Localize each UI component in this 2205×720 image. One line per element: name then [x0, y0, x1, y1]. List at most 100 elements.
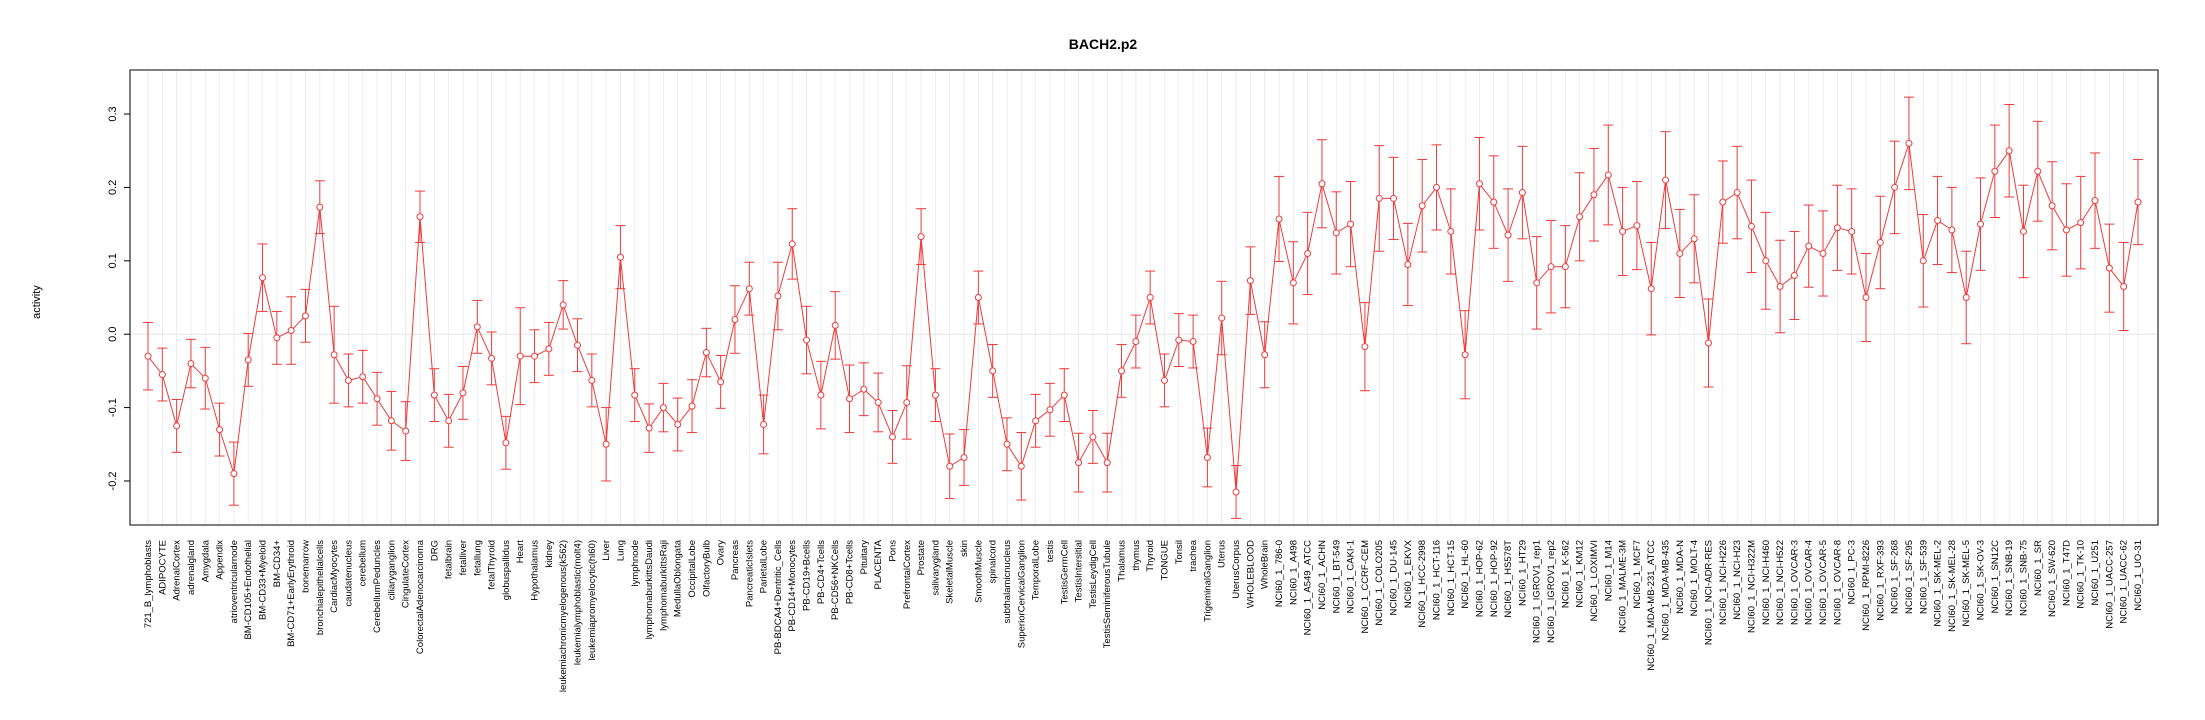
x-tick-label: SuperiorCervicalGanglion — [1016, 540, 1027, 648]
x-tick-label: thymus — [1131, 540, 1142, 571]
x-tick-label: CardiacMyocytes — [329, 540, 340, 613]
x-tick-label: leukemialymphoblastic(molt4) — [572, 540, 583, 665]
y-tick-label: 0.0 — [107, 327, 119, 342]
x-tick-label: NCI60_1_SF-295 — [1904, 540, 1915, 614]
data-point — [1619, 227, 1627, 235]
data-point — [2048, 202, 2056, 210]
x-tick-label: MedullaOblongata — [673, 539, 684, 617]
data-point — [731, 316, 739, 324]
data-point — [788, 240, 796, 248]
data-point — [989, 367, 997, 375]
data-point — [1304, 249, 1312, 257]
x-tick-label: NCI60_1_NCI-H322M — [1746, 540, 1757, 633]
x-tick-label: NCI60_1_SF-268 — [1890, 540, 1901, 614]
data-point — [1432, 183, 1440, 191]
x-tick-label: DRG — [429, 540, 440, 561]
x-tick-label: WholeBrain — [1260, 540, 1271, 589]
data-point — [1046, 406, 1054, 414]
x-tick-label: NCI60_1_PC-3 — [1847, 540, 1858, 604]
data-point — [931, 391, 939, 399]
data-point — [946, 462, 954, 470]
data-point — [1060, 391, 1068, 399]
x-tick-label: bonemarrow — [300, 540, 311, 593]
data-point — [974, 294, 982, 301]
x-tick-label: NCI60_1_HT29 — [1517, 540, 1528, 606]
x-tick-label: 721_B_lymphoblasts — [143, 540, 154, 628]
data-point — [1103, 459, 1111, 467]
data-point — [359, 373, 367, 381]
data-point — [1418, 202, 1426, 210]
data-point — [645, 424, 653, 432]
data-point — [1160, 376, 1168, 384]
data-point — [344, 376, 352, 384]
x-tick-label: Heart — [515, 540, 526, 564]
x-tick-label: PB-CD56+NKCells — [830, 540, 841, 620]
y-tick-label: 0.1 — [107, 253, 119, 268]
x-tick-label: fetalliver — [458, 540, 469, 575]
x-tick-label: NCI60_1_786-0 — [1274, 540, 1285, 607]
plot-frame — [129, 69, 2159, 526]
x-tick-label: bronchialepithelialcells — [315, 540, 326, 635]
x-tick-label: Ovary — [716, 540, 727, 566]
x-tick-label: CingulateCortex — [401, 540, 412, 608]
y-tick-label: -0.1 — [107, 398, 119, 417]
x-tick-label: PB-CD8+Tcells — [845, 540, 856, 604]
data-point — [602, 440, 610, 448]
x-tick-label: OlfactoryBulb — [701, 540, 712, 597]
x-tick-label: PB-CD4+Tcells — [816, 540, 827, 604]
data-point — [874, 398, 882, 406]
data-point — [473, 323, 481, 331]
data-point — [1891, 183, 1899, 191]
x-tick-label: NCI60_1_HCT-15 — [1446, 540, 1457, 616]
x-tick-label: TrigeminalGanglion — [1202, 540, 1213, 622]
x-tick-label: NCI60_1_RPMI-8226 — [1861, 540, 1872, 631]
data-point — [1203, 453, 1211, 461]
data-point — [1533, 279, 1541, 287]
data-point — [1876, 238, 1884, 246]
data-point — [1032, 417, 1040, 425]
x-tick-label: NCI60_1_NCI-H522 — [1775, 540, 1786, 625]
data-point — [1146, 294, 1154, 301]
data-point — [860, 385, 868, 393]
x-tick-label: salivarygland — [930, 540, 941, 595]
data-point — [2019, 227, 2027, 235]
data-point — [1977, 220, 1985, 228]
data-point — [1332, 229, 1340, 237]
x-tick-label: NCI60_1_SN12C — [1990, 540, 2001, 614]
x-tick-label: NCI60_1_MDA-MB-231_ATCC — [1646, 540, 1657, 671]
data-point — [588, 376, 596, 384]
x-tick-label: NCI60_1_HL-60 — [1460, 540, 1471, 609]
data-point — [1705, 339, 1713, 347]
x-tick-label: Amygdala — [200, 539, 211, 582]
data-point — [1132, 338, 1140, 346]
data-point — [1762, 257, 1770, 265]
x-tick-label: ciliaryganglion — [386, 540, 397, 600]
data-point — [1604, 171, 1612, 179]
data-point — [459, 389, 467, 397]
data-point — [1189, 338, 1197, 346]
data-point — [1633, 222, 1641, 230]
x-tick-label: NCI60_1_OVCAR-3 — [1789, 540, 1800, 625]
data-point — [1733, 189, 1741, 197]
x-tick-label: Pons — [887, 540, 898, 562]
gridlines — [130, 70, 2158, 525]
x-tick-label: NCI60_1_UACC-257 — [2104, 540, 2115, 629]
x-tick-label: TestisGermCell — [1059, 540, 1070, 604]
data-point — [1404, 260, 1412, 268]
data-point — [373, 395, 381, 403]
x-tick-label: Pancreas — [730, 540, 741, 580]
x-tick-label: Uterus — [1217, 540, 1228, 568]
data-point — [559, 301, 567, 309]
x-tick-label: NCI60_1_HCC-2998 — [1417, 540, 1428, 628]
x-tick-label: NCI60_1_SNB-19 — [2004, 540, 2015, 616]
x-tick-label: PLACENTA — [873, 539, 884, 589]
data-point — [259, 274, 267, 282]
data-point — [1662, 176, 1670, 184]
x-tick-label: subthalamicnucleus — [1002, 540, 1013, 624]
x-tick-label: ColorectalAdenocarcinoma — [415, 539, 426, 654]
data-point — [817, 391, 825, 399]
data-point — [1991, 167, 1999, 175]
x-tick-label: NCI60_1_K-562 — [1560, 540, 1571, 608]
data-point — [774, 292, 782, 300]
